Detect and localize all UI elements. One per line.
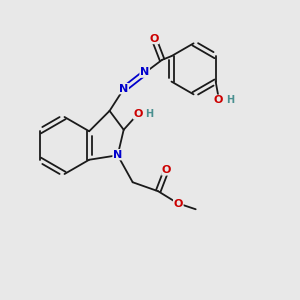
Text: N: N <box>113 150 122 160</box>
Text: O: O <box>162 165 171 175</box>
Text: O: O <box>149 34 159 44</box>
Text: O: O <box>134 109 143 119</box>
Text: H: H <box>145 109 153 119</box>
Text: N: N <box>140 67 149 77</box>
Text: O: O <box>174 200 183 209</box>
Text: O: O <box>213 95 223 105</box>
Text: N: N <box>119 84 128 94</box>
Text: H: H <box>226 95 234 105</box>
